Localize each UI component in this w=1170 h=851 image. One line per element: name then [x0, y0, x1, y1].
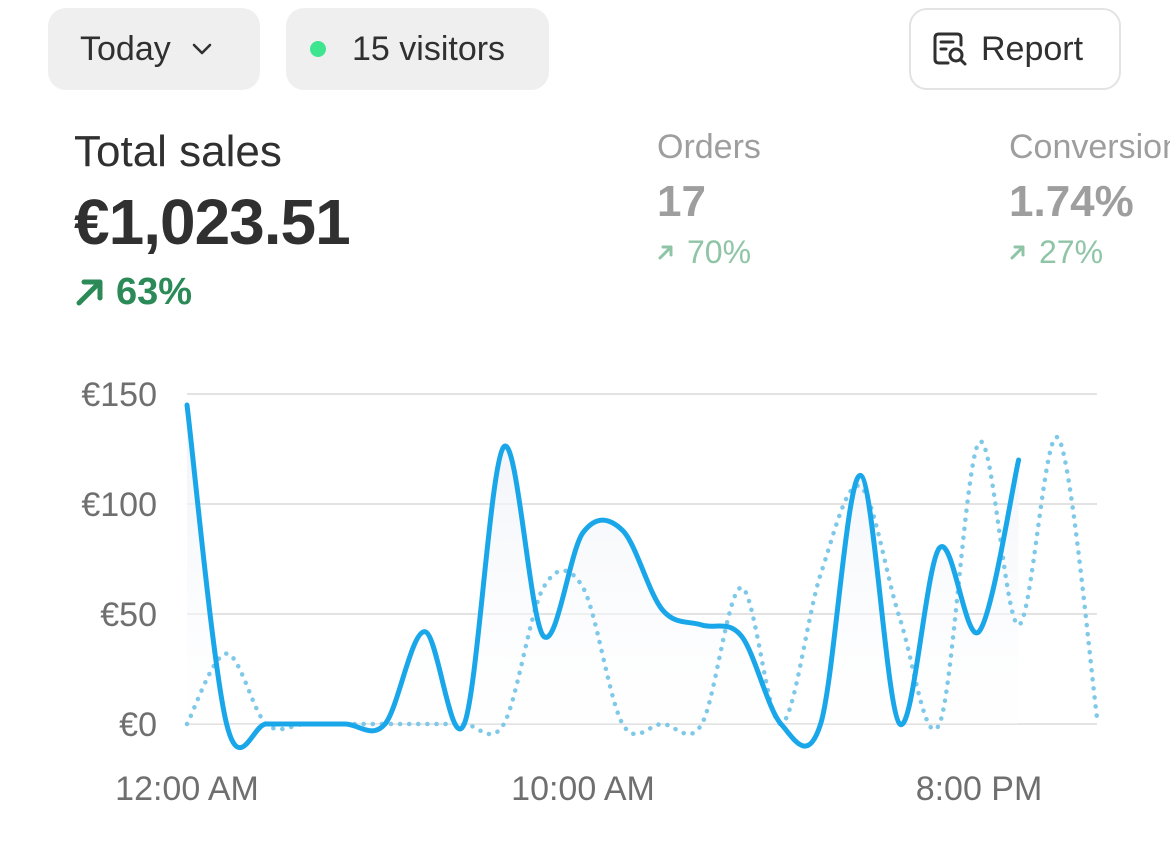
- sales-over-time-chart: €0 €50 €100 €150 12:00 AM 10:00 AM 8:00 PM: [81, 376, 1101, 808]
- x-tick-label: 8:00 PM: [916, 770, 1043, 808]
- y-tick-label: €50: [100, 596, 157, 634]
- live-status-dot: [310, 41, 326, 57]
- orders-label: Orders: [657, 128, 761, 166]
- series-area: [187, 405, 1019, 748]
- total-sales-value: €1,023.51: [74, 186, 351, 258]
- orders-value: 17: [657, 177, 706, 226]
- chevron-down-icon: [191, 42, 213, 56]
- conversion-metric[interactable]: Conversion 1.74% 27%: [1009, 126, 1170, 272]
- x-tick-label: 12:00 AM: [115, 770, 259, 808]
- y-tick-label: €100: [81, 486, 157, 524]
- chart-area-fill: [187, 405, 1019, 748]
- arrow-up-right-icon: [74, 276, 106, 308]
- chart-series: [184, 402, 1101, 751]
- date-range-label: Today: [80, 29, 171, 68]
- total-sales-metric[interactable]: Total sales €1,023.51 63%: [74, 124, 351, 316]
- report-search-icon: [931, 30, 969, 68]
- conversion-change-value: 27%: [1039, 234, 1104, 270]
- arrow-up-right-icon: [657, 243, 675, 261]
- date-range-selector[interactable]: Today: [48, 8, 260, 90]
- report-button[interactable]: Report: [909, 8, 1121, 90]
- total-sales-change: 63%: [74, 268, 350, 316]
- orders-metric[interactable]: Orders 17 70%: [657, 126, 761, 272]
- total-sales-change-value: 63%: [116, 271, 193, 313]
- conversion-label: Conversion: [1009, 128, 1170, 166]
- series-line-comparison: [184, 435, 1101, 737]
- series-line-current: [184, 402, 1022, 751]
- orders-change: 70%: [657, 232, 761, 272]
- conversion-change: 27%: [1009, 232, 1170, 272]
- chart-tick-labels: €0 €50 €100 €150 12:00 AM 10:00 AM 8:00 PM: [81, 376, 1042, 808]
- y-tick-label: €0: [119, 706, 157, 744]
- live-visitors-badge[interactable]: 15 visitors: [286, 8, 549, 90]
- conversion-value: 1.74%: [1009, 177, 1134, 226]
- arrow-up-right-icon: [1009, 243, 1027, 261]
- report-label: Report: [981, 29, 1084, 68]
- total-sales-label: Total sales: [74, 127, 282, 176]
- visitors-count-label: 15 visitors: [352, 29, 506, 68]
- orders-change-value: 70%: [687, 234, 752, 270]
- x-tick-label: 10:00 AM: [511, 770, 655, 808]
- y-tick-label: €150: [81, 376, 157, 414]
